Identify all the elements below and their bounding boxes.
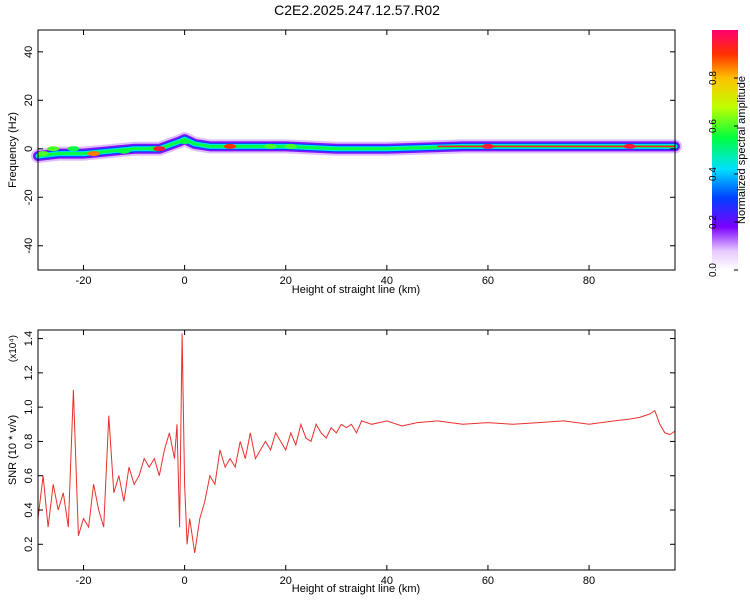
snr-x-axis-label: Height of straight line (km) — [292, 583, 420, 595]
hotspot-3 — [87, 151, 100, 157]
spectrogram-x-axis-label: Height of straight line (km) — [292, 284, 420, 296]
colorbar-tick-label: 0.6 — [708, 119, 719, 133]
spectrogram-marks — [31, 132, 682, 164]
spectrogram-panel: -20 0 20 40 60 80 -40 -20 0 20 40 Height of strai… — [7, 29, 682, 296]
y-tick-label: 1.2 — [23, 365, 35, 380]
colorbar-tick-label: 0.4 — [708, 167, 719, 181]
spectrogram-y-axis-label: Frequency (Hz) — [7, 112, 19, 188]
colorbar-ticks: 0.0 0.2 0.4 0.6 0.8 — [708, 71, 738, 277]
y-tick-label: 20 — [23, 94, 35, 106]
hotspot-7 — [178, 139, 191, 145]
colorbar-tick-label: 0.2 — [708, 215, 719, 229]
hotspot-2 — [67, 146, 80, 152]
hotspot-0 — [37, 151, 50, 157]
x-tick-label: 60 — [482, 575, 494, 587]
y-tick-label: 0 — [23, 146, 35, 152]
x-tick-label: 80 — [583, 275, 595, 287]
hotspot-10 — [284, 143, 297, 149]
x-tick-label: 40 — [381, 275, 393, 287]
spectrogram-x-ticks: -20 0 20 40 60 80 — [76, 30, 595, 287]
chart-title: C2E2.2025.247.12.57.R02 — [274, 2, 440, 18]
snr-series-line — [37, 333, 676, 553]
snr-y-axis-label: SNR (10 * v/v) — [7, 415, 19, 485]
hotspot-9 — [264, 143, 277, 149]
x-tick-label: 20 — [280, 575, 292, 587]
x-tick-label: 0 — [182, 275, 188, 287]
hotspot-4 — [117, 148, 130, 154]
spectrogram-frame — [37, 29, 676, 271]
x-tick-label: 20 — [280, 275, 292, 287]
y-tick-label: 0.8 — [23, 434, 35, 449]
y-tick-label: 40 — [23, 46, 35, 58]
x-tick-label: 80 — [583, 575, 595, 587]
y-tick-label: 1.0 — [23, 399, 35, 414]
x-tick-label: 0 — [182, 575, 188, 587]
spectrogram-y-ticks: -40 -20 0 20 40 — [23, 46, 675, 254]
y-tick-label: -20 — [23, 189, 35, 205]
snr-frame — [37, 329, 676, 571]
hotspot-1 — [47, 146, 60, 152]
colorbar: 0.0 0.2 0.4 0.6 0.8 Normalized spectral ampl… — [708, 30, 748, 277]
y-tick-label: 0.6 — [23, 468, 35, 483]
colorbar-gradient — [712, 30, 738, 270]
x-tick-label: 40 — [381, 575, 393, 587]
x-tick-label: -20 — [76, 275, 92, 287]
y-tick-label: 0.4 — [23, 502, 35, 517]
snr-x-ticks: -20 0 20 40 60 80 — [76, 330, 595, 587]
y-tick-label: -40 — [23, 238, 35, 254]
snr-multiplier-label: (x10⁴) — [8, 335, 19, 362]
colorbar-tick-label: 0.0 — [708, 263, 719, 277]
colorbar-tick-label: 0.8 — [708, 71, 719, 85]
snr-panel: -20 0 20 40 60 80 0.2 0.4 0.6 0.8 1.0 1.2 1.4 Heigh… — [7, 329, 676, 595]
snr-plot-area — [38, 330, 675, 570]
snr-y-ticks: 0.2 0.4 0.6 0.8 1.0 1.2 1.4 — [23, 331, 675, 552]
hotspot-8 — [224, 143, 237, 149]
y-tick-label: 1.4 — [23, 331, 35, 346]
y-tick-label: 0.2 — [23, 537, 35, 552]
colorbar-label: Normalized spectral amplitude — [736, 76, 748, 224]
x-tick-label: -20 — [76, 575, 92, 587]
hotspot-6 — [153, 146, 166, 152]
x-tick-label: 60 — [482, 275, 494, 287]
